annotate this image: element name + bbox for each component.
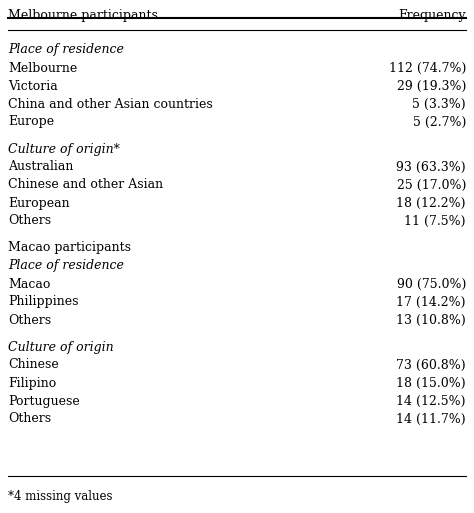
Text: 11 (7.5%): 11 (7.5%) xyxy=(404,214,466,227)
Text: Chinese and other Asian: Chinese and other Asian xyxy=(8,179,163,191)
Text: Melbourne participants: Melbourne participants xyxy=(8,9,158,22)
Text: Place of residence: Place of residence xyxy=(8,44,124,56)
Text: Culture of origin: Culture of origin xyxy=(8,341,114,353)
Text: Others: Others xyxy=(8,313,51,326)
Text: Frequency: Frequency xyxy=(398,9,466,22)
Text: *4 missing values: *4 missing values xyxy=(8,490,112,503)
Text: Victoria: Victoria xyxy=(8,80,58,92)
Text: 73 (60.8%): 73 (60.8%) xyxy=(396,359,466,371)
Text: 112 (74.7%): 112 (74.7%) xyxy=(389,62,466,74)
Text: 18 (12.2%): 18 (12.2%) xyxy=(396,196,466,209)
Text: Chinese: Chinese xyxy=(8,359,59,371)
Text: 13 (10.8%): 13 (10.8%) xyxy=(396,313,466,326)
Text: Macao: Macao xyxy=(8,278,50,290)
Text: European: European xyxy=(8,196,70,209)
Text: Europe: Europe xyxy=(8,115,54,128)
Text: Others: Others xyxy=(8,412,51,425)
Text: China and other Asian countries: China and other Asian countries xyxy=(8,97,213,110)
Text: 14 (12.5%): 14 (12.5%) xyxy=(396,394,466,407)
Text: 90 (75.0%): 90 (75.0%) xyxy=(397,278,466,290)
Text: Portuguese: Portuguese xyxy=(8,394,80,407)
Text: 5 (3.3%): 5 (3.3%) xyxy=(412,97,466,110)
Text: Others: Others xyxy=(8,214,51,227)
Text: Macao participants: Macao participants xyxy=(8,242,131,254)
Text: 29 (19.3%): 29 (19.3%) xyxy=(397,80,466,92)
Text: 93 (63.3%): 93 (63.3%) xyxy=(396,161,466,173)
Text: Filipino: Filipino xyxy=(8,377,56,389)
Text: 14 (11.7%): 14 (11.7%) xyxy=(396,412,466,425)
Text: 5 (2.7%): 5 (2.7%) xyxy=(413,115,466,128)
Text: Culture of origin*: Culture of origin* xyxy=(8,143,120,155)
Text: Melbourne: Melbourne xyxy=(8,62,77,74)
Text: 18 (15.0%): 18 (15.0%) xyxy=(396,377,466,389)
Text: 17 (14.2%): 17 (14.2%) xyxy=(396,295,466,308)
Text: Place of residence: Place of residence xyxy=(8,260,124,272)
Text: Australian: Australian xyxy=(8,161,73,173)
Text: 25 (17.0%): 25 (17.0%) xyxy=(397,179,466,191)
Text: Philippines: Philippines xyxy=(8,295,79,308)
